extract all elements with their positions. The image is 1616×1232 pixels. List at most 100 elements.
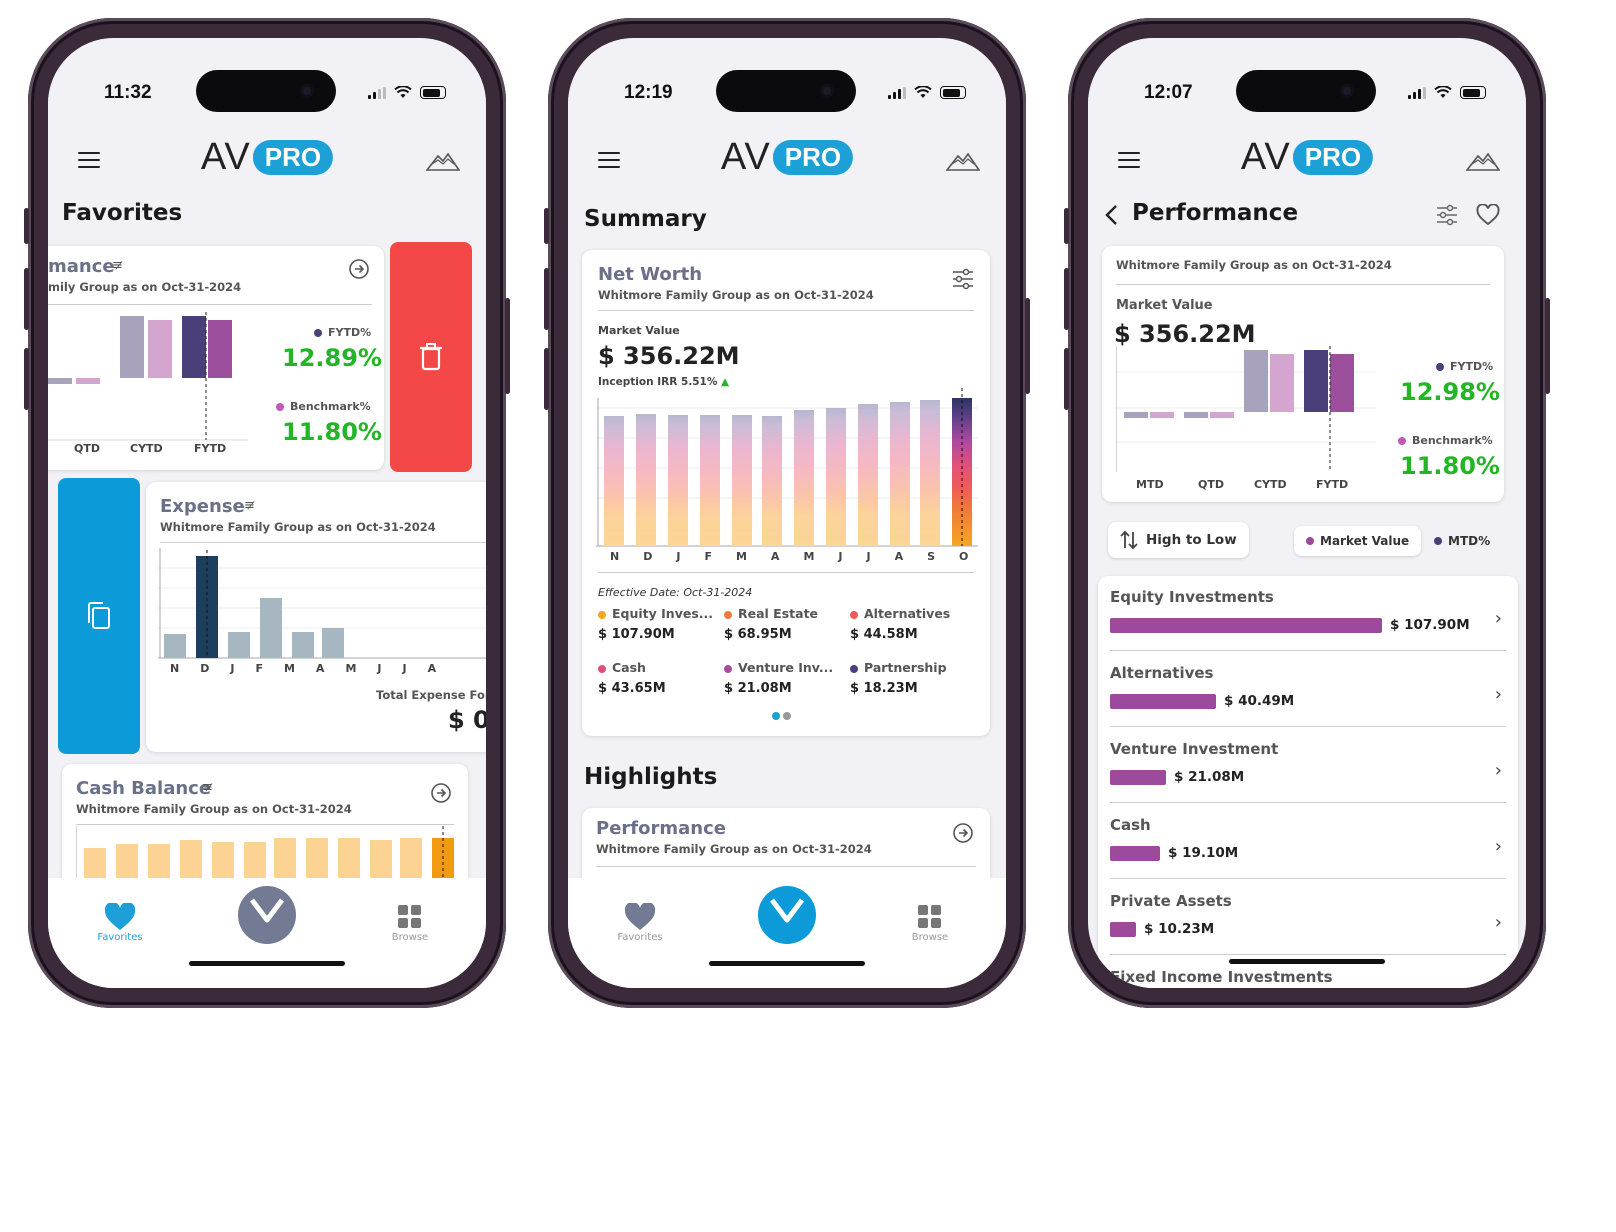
sort-label: High to Low bbox=[1146, 532, 1237, 548]
tab-favorites[interactable]: Favorites bbox=[80, 902, 160, 943]
bar-fytd-benchmark bbox=[1330, 354, 1354, 412]
card-title: Performance bbox=[596, 818, 726, 839]
bar-qtd-benchmark bbox=[76, 378, 100, 384]
performance-card[interactable]: mance ≡̷ mily Group as on Oct-31-2024 QT… bbox=[48, 246, 384, 470]
battery-icon bbox=[1460, 86, 1486, 99]
mtd-chip[interactable]: MTD% bbox=[1434, 526, 1490, 556]
highlights-title: Highlights bbox=[584, 764, 718, 790]
heart-outline-icon[interactable] bbox=[1476, 204, 1500, 226]
edit-list-icon[interactable]: ≡̷ bbox=[244, 498, 255, 513]
arrow-circle-icon[interactable] bbox=[952, 822, 974, 844]
mountain-icon[interactable] bbox=[1466, 150, 1500, 172]
bar-jan bbox=[668, 415, 688, 546]
x-label-mtd: MTD bbox=[1136, 478, 1164, 491]
app-logo: AV PRO bbox=[201, 136, 334, 179]
total-expense-value: $ 0 bbox=[448, 706, 486, 734]
delete-button[interactable] bbox=[390, 242, 472, 472]
cash-chart bbox=[76, 826, 454, 886]
up-arrow-icon: ▲ bbox=[721, 376, 730, 388]
mountain-icon[interactable] bbox=[946, 150, 980, 172]
list-item[interactable]: Private Assets $ 10.23M › bbox=[1110, 892, 1506, 968]
signal-icon bbox=[1408, 86, 1426, 99]
filter-sliders-icon[interactable] bbox=[952, 268, 974, 290]
signal-icon bbox=[368, 86, 386, 99]
legend-item[interactable]: Partnership $ 18.23M bbox=[850, 660, 947, 696]
card-title: Cash Balance bbox=[76, 778, 212, 799]
list-item[interactable]: Fixed Income Investments bbox=[1110, 968, 1333, 986]
benchmark-value: 11.80% bbox=[282, 418, 382, 446]
legend-item[interactable]: Venture Inv... $ 21.08M bbox=[724, 660, 834, 696]
mountain-icon[interactable] bbox=[426, 150, 460, 172]
tab-favorites[interactable]: Favorites bbox=[600, 902, 680, 943]
chevron-right-icon: › bbox=[1494, 684, 1502, 705]
arrow-circle-icon[interactable] bbox=[348, 258, 370, 280]
filter-sliders-icon[interactable] bbox=[1436, 204, 1458, 226]
category-list: Equity Investments $ 107.90M › Alternati… bbox=[1098, 576, 1518, 988]
phone-frame-favorites: 11:32 AV PRO Favorites mance ≡̷ mily Grou… bbox=[24, 18, 510, 1008]
menu-icon[interactable] bbox=[78, 152, 100, 168]
card-subtitle: Whitmore Family Group as on Oct-31-2024 bbox=[160, 520, 436, 534]
benchmark-value: 11.80% bbox=[1400, 452, 1500, 480]
home-button[interactable] bbox=[238, 886, 296, 944]
edit-list-icon[interactable]: ≡̷ bbox=[112, 258, 123, 273]
page-title: Favorites bbox=[62, 200, 183, 226]
value-bar bbox=[1110, 846, 1160, 861]
list-item[interactable]: Alternatives $ 40.49M › bbox=[1110, 664, 1506, 740]
bar-jul bbox=[858, 404, 878, 546]
chevron-right-icon: › bbox=[1494, 912, 1502, 933]
value-bar bbox=[1110, 922, 1136, 937]
screen-performance: 12:07 AV PRO Performance Whitmore Family … bbox=[1088, 38, 1526, 988]
card-title: Net Worth bbox=[598, 264, 703, 285]
chevron-right-icon: › bbox=[1494, 760, 1502, 781]
market-value-chip[interactable]: Market Value bbox=[1294, 526, 1422, 556]
list-item[interactable]: Equity Investments $ 107.90M › bbox=[1110, 588, 1506, 664]
card-subtitle: Whitmore Family Group as on Oct-31-2024 bbox=[1116, 258, 1392, 272]
list-item[interactable]: Cash $ 19.10M › bbox=[1110, 816, 1506, 892]
arrow-circle-icon[interactable] bbox=[430, 782, 452, 804]
wifi-icon bbox=[394, 86, 412, 98]
bar-m bbox=[292, 632, 314, 658]
legend-item[interactable]: Equity Inves... $ 107.90M bbox=[598, 606, 714, 642]
bar-qtd-benchmark bbox=[1210, 412, 1234, 418]
bar-cytd-benchmark bbox=[148, 320, 172, 378]
net-worth-chart bbox=[596, 388, 978, 547]
menu-icon[interactable] bbox=[1118, 152, 1140, 168]
home-button[interactable] bbox=[758, 886, 816, 944]
fytd-legend: FYTD% bbox=[1436, 360, 1493, 373]
edit-list-icon[interactable]: ≡̷ bbox=[202, 780, 213, 795]
performance-card: Whitmore Family Group as on Oct-31-2024 … bbox=[1102, 246, 1504, 502]
legend-item[interactable]: Cash $ 43.65M bbox=[598, 660, 666, 696]
fytd-value: 12.98% bbox=[1400, 378, 1500, 406]
tab-browse[interactable]: Browse bbox=[890, 902, 970, 943]
screen-summary: 12:19 AV PRO Summary Net Worth Whitmore F… bbox=[568, 38, 1006, 988]
duplicate-button[interactable] bbox=[58, 478, 140, 754]
tab-browse[interactable]: Browse bbox=[370, 902, 450, 943]
sort-arrows-icon bbox=[1120, 530, 1138, 550]
back-chevron-icon[interactable] bbox=[1104, 204, 1118, 226]
heart-icon bbox=[624, 903, 656, 930]
card-subtitle: Whitmore Family Group as on Oct-31-2024 bbox=[598, 288, 874, 302]
bar-may bbox=[794, 410, 814, 546]
legend-item[interactable]: Real Estate $ 68.95M bbox=[724, 606, 819, 642]
battery-icon bbox=[420, 86, 446, 99]
market-value-label: Market Value bbox=[1116, 298, 1213, 313]
legend-item[interactable]: Alternatives $ 44.58M bbox=[850, 606, 951, 642]
app-logo: AV PRO bbox=[721, 136, 854, 179]
phone-frame-summary: 12:19 AV PRO Summary Net Worth Whitmore F… bbox=[544, 18, 1030, 1008]
menu-icon[interactable] bbox=[598, 152, 620, 168]
page-indicator[interactable] bbox=[772, 712, 791, 720]
performance-chart bbox=[48, 312, 248, 441]
bar-cytd-benchmark bbox=[1270, 354, 1294, 412]
card-subtitle: mily Group as on Oct-31-2024 bbox=[48, 280, 242, 294]
expense-card[interactable]: Expense ≡̷ Whitmore Family Group as on O… bbox=[146, 482, 486, 752]
chevron-right-icon: › bbox=[1494, 608, 1502, 629]
net-worth-card[interactable]: Net Worth Whitmore Family Group as on Oc… bbox=[582, 250, 990, 736]
x-label-fytd: FYTD bbox=[1316, 478, 1349, 491]
screen-favorites: 11:32 AV PRO Favorites mance ≡̷ mily Grou… bbox=[48, 38, 486, 988]
home-indicator bbox=[709, 961, 865, 966]
sort-button[interactable]: High to Low bbox=[1108, 522, 1249, 558]
bar-sep bbox=[920, 400, 940, 546]
list-item[interactable]: Venture Investment $ 21.08M › bbox=[1110, 740, 1506, 816]
card-subtitle: Whitmore Family Group as on Oct-31-2024 bbox=[596, 842, 872, 856]
inception-irr: Inception IRR 5.51% ▲ bbox=[598, 376, 730, 388]
